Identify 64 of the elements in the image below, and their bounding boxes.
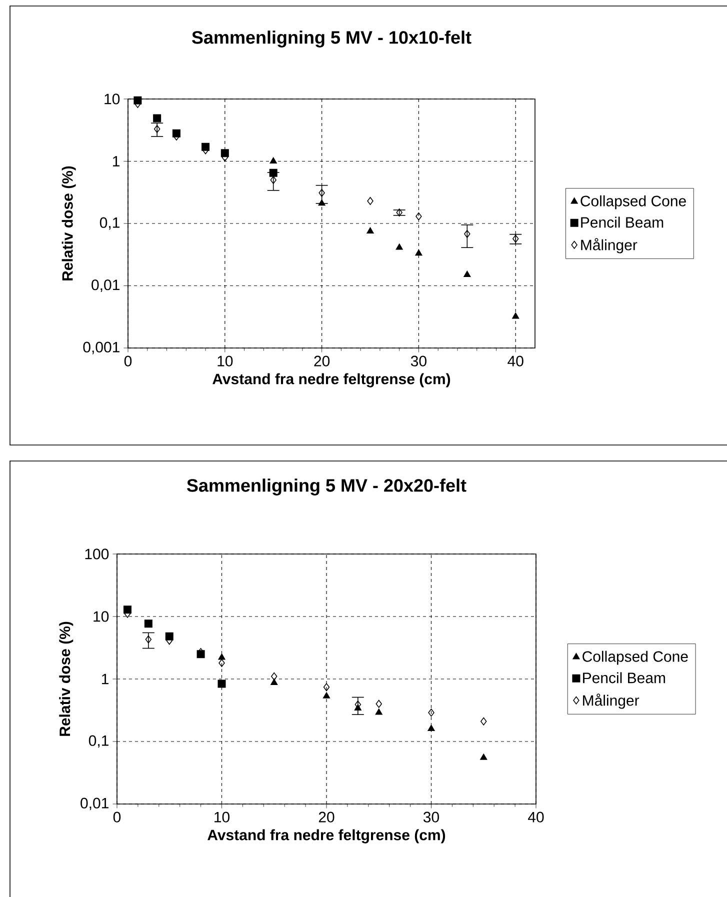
y-tick-label: 0,1 xyxy=(88,735,108,748)
point xyxy=(144,620,152,628)
point xyxy=(480,754,488,760)
y-tick-label: 0,001 xyxy=(83,342,120,354)
x-tick-label: 20 xyxy=(318,812,334,822)
point xyxy=(318,199,326,206)
point xyxy=(322,692,330,698)
point xyxy=(218,680,226,688)
point xyxy=(464,230,470,238)
point xyxy=(416,212,422,220)
x-tick-label: 30 xyxy=(423,812,439,822)
point xyxy=(154,124,160,133)
point xyxy=(323,683,330,692)
point xyxy=(270,176,276,184)
x-axis-title: Avstand fra nedre feltgrense (cm) xyxy=(208,829,446,844)
point xyxy=(428,708,434,717)
point xyxy=(270,157,277,164)
y-tick-label: 10 xyxy=(104,94,120,104)
legend-label: Collapsed Cone xyxy=(580,195,686,210)
y-tick-label: 0,01 xyxy=(80,798,108,810)
point xyxy=(480,717,487,726)
point xyxy=(512,234,519,243)
chart-title: Sammenligning 5 MV - 10x10-felt xyxy=(192,30,472,48)
point xyxy=(428,724,435,731)
y-tick-label: 0,1 xyxy=(100,217,120,230)
y-tick-label: 10 xyxy=(94,611,109,622)
y-axis-title: Relativ dose (%) xyxy=(59,622,74,736)
x-tick-label: 0 xyxy=(124,356,132,366)
legend-label: Målinger xyxy=(583,694,640,709)
point xyxy=(270,678,278,685)
point xyxy=(375,708,382,715)
y-tick-label: 1 xyxy=(113,156,120,166)
x-tick-label: 20 xyxy=(314,356,330,366)
point xyxy=(396,244,403,250)
x-tick-label: 0 xyxy=(113,812,121,822)
point xyxy=(145,635,152,644)
chart-title: Sammenligning 5 MV - 20x20-felt xyxy=(186,478,466,496)
point xyxy=(512,312,520,319)
point xyxy=(366,227,374,234)
point xyxy=(396,208,402,217)
point xyxy=(271,672,278,680)
x-tick-label: 30 xyxy=(410,356,426,366)
point xyxy=(218,659,225,668)
point xyxy=(376,700,382,708)
y-tick-label: 0,01 xyxy=(92,280,120,292)
x-tick-label: 40 xyxy=(528,812,544,822)
x-tick-label: 10 xyxy=(218,356,233,366)
y-tick-label: 1 xyxy=(102,674,108,684)
point xyxy=(269,168,278,177)
point xyxy=(415,249,422,256)
x-axis-title: Avstand fra nedre feltgrense (cm) xyxy=(212,373,450,388)
legend-label: Collapsed Cone xyxy=(582,650,688,665)
point xyxy=(367,196,374,205)
y-axis-title: Relativ dose (%) xyxy=(62,166,76,280)
point xyxy=(464,270,471,277)
legend-label: Pencil Beam xyxy=(583,672,665,684)
legend-label: Pencil Beam xyxy=(581,216,664,228)
legend-label: Målinger xyxy=(581,238,638,254)
x-tick-label: 10 xyxy=(214,812,230,822)
point xyxy=(153,114,162,122)
point xyxy=(318,188,325,197)
x-tick-label: 40 xyxy=(508,356,524,366)
point xyxy=(218,654,226,660)
y-tick-label: 100 xyxy=(85,548,109,560)
